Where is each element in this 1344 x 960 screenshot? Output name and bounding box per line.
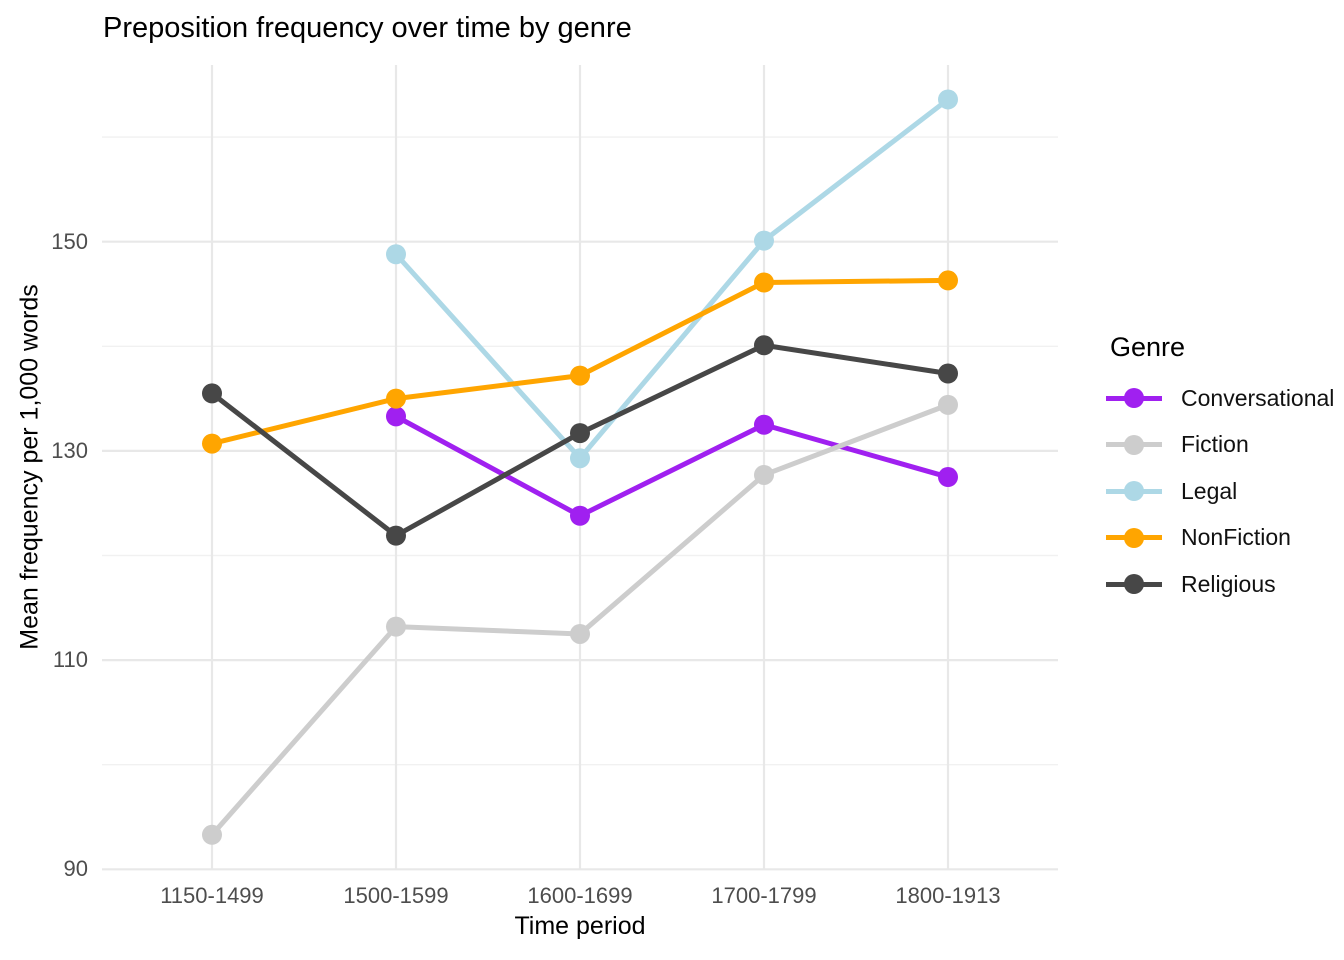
data-point-nonfiction [754,272,774,293]
data-point-conversational [570,505,590,526]
legend-key-dot [1124,481,1144,501]
legend-entry-fiction: Fiction [1106,422,1344,468]
data-point-conversational [938,467,958,488]
legend-key-dot [1124,388,1144,408]
legend-entry-label: Conversational [1181,384,1335,411]
legend-key-icon [1106,524,1162,552]
legend-key-icon [1106,431,1162,459]
data-point-legal [754,230,774,251]
legend-entry-nonfiction: NonFiction [1106,515,1344,561]
x-tick-label: 1800-1913 [895,883,1001,908]
legend-title: Genre [1110,332,1186,362]
data-point-nonfiction [938,270,958,291]
legend-key-dot [1124,527,1144,548]
legend-key-dot [1124,574,1144,594]
legend-entry-label: Legal [1181,477,1238,504]
data-point-nonfiction [386,388,406,409]
data-point-conversational [386,406,406,427]
data-point-nonfiction [202,433,222,454]
y-tick-label: 110 [52,647,88,673]
data-point-fiction [938,394,958,415]
legend-entry-religious: Religious [1106,561,1344,607]
x-axis-title: Time period [514,912,646,940]
legend-key-dot [1124,434,1144,455]
data-point-religious [386,525,406,546]
y-tick-label: 130 [51,437,88,463]
legend-key-icon [1106,570,1162,598]
data-point-legal [386,244,406,265]
data-point-fiction [754,464,774,485]
data-point-religious [938,363,958,384]
x-tick-label: 1500-1599 [343,883,449,908]
series-line-conversational [394,414,949,519]
legend-entry-conversational: Conversational [1106,375,1344,421]
legend-entry-label: NonFiction [1181,524,1291,550]
data-point-legal [570,448,590,469]
legend-key-icon [1106,384,1162,412]
series-line-legal [394,97,950,461]
data-point-religious [570,423,590,444]
data-point-fiction [386,616,406,637]
data-point-conversational [754,414,774,435]
data-point-religious [202,383,222,404]
x-tick-label: 1600-1699 [527,883,633,908]
data-point-fiction [202,824,222,845]
legend-entry-label: Fiction [1181,431,1249,457]
data-point-fiction [570,623,590,644]
legend-key-icon [1106,477,1162,505]
x-tick-label: 1700-1799 [711,883,817,908]
data-point-nonfiction [570,365,590,386]
y-tick-label: 90 [63,856,88,882]
legend-entry-legal: Legal [1106,468,1344,514]
x-tick-label: 1150-1499 [160,883,264,908]
data-point-legal [938,89,958,110]
y-tick-label: 150 [51,228,88,254]
data-point-religious [754,335,774,356]
chart-title: Preposition frequency over time by genre [103,12,632,44]
legend-entry-label: Religious [1181,570,1276,597]
